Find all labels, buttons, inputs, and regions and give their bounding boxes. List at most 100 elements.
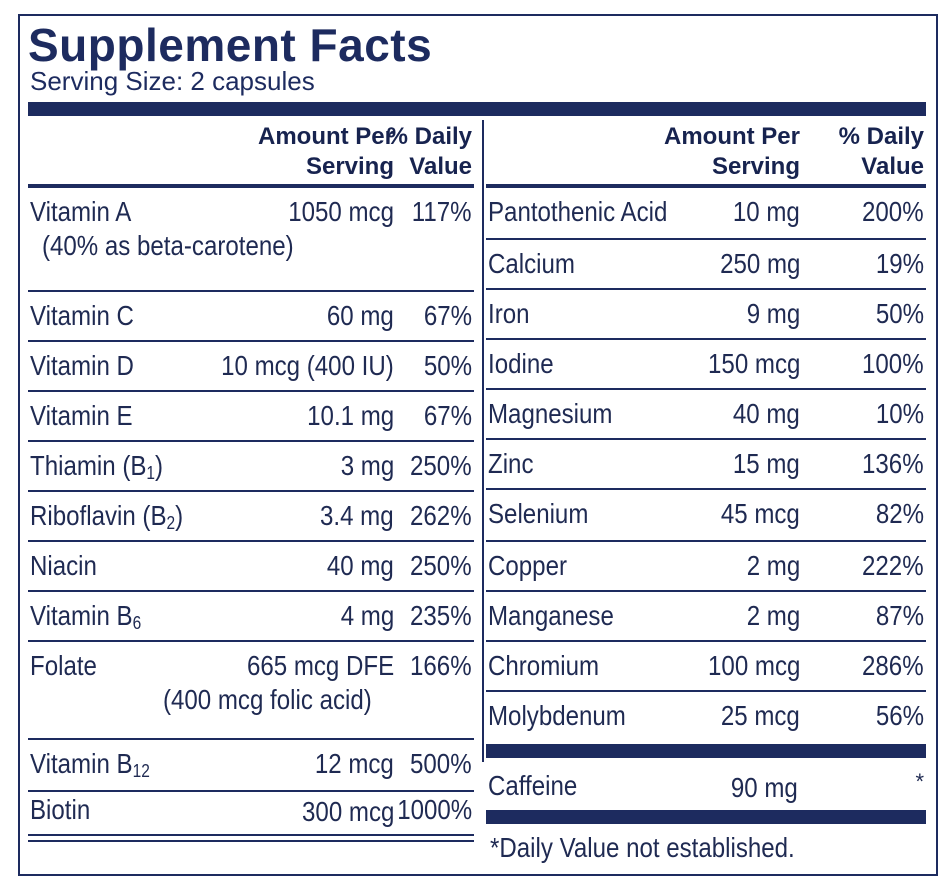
nutrient-note: (400 mcg folic acid): [163, 684, 372, 715]
table-row: Magnesium 40 mg 10%: [486, 390, 926, 440]
table-row: Iron 9 mg 50%: [486, 290, 926, 340]
nutrient-amount: 2 mg: [746, 600, 800, 631]
nutrient-amount: 45 mcg: [721, 498, 800, 529]
caffeine-name: Caffeine: [488, 770, 578, 801]
table-row: Thiamin (B1) 3 mg 250%: [28, 442, 474, 492]
nutrient-amount: 300 mcg: [301, 796, 394, 827]
dv-header-line2: Value: [409, 153, 472, 180]
nutrient-name: Vitamin D: [30, 350, 134, 381]
nutrient-daily-value: 87%: [875, 600, 924, 631]
caffeine-bottom-bar: [486, 810, 926, 824]
nutrient-name: Selenium: [488, 498, 589, 529]
nutrient-name: Niacin: [30, 550, 97, 581]
nutrient-name: Calcium: [488, 248, 575, 279]
nutrient-amount: 2 mg: [746, 550, 800, 581]
nutrient-daily-value: 100%: [862, 348, 924, 379]
table-row: Vitamin B12 12 mcg 500%: [28, 740, 474, 792]
nutrient-name: Biotin: [30, 794, 91, 825]
nutrient-daily-value: 500%: [410, 748, 472, 779]
nutrient-daily-value: 67%: [423, 300, 472, 331]
table-row: Iodine 150 mcg 100%: [486, 340, 926, 390]
nutrient-name: Vitamin C: [30, 300, 134, 331]
nutrient-name: Zinc: [488, 448, 534, 479]
dv-header-line1: % Daily: [386, 123, 472, 150]
left-column-header: Amount Per Serving % Daily Value: [28, 120, 474, 188]
table-row: Selenium 45 mcg 82%: [486, 490, 926, 542]
nutrient-daily-value: 250%: [410, 550, 472, 581]
nutrient-name: Vitamin E: [30, 400, 133, 431]
amount-header-line1: Amount Per: [257, 123, 394, 150]
nutrient-daily-value: 10%: [875, 398, 924, 429]
serving-size: Serving Size: 2 capsules: [30, 66, 315, 96]
nutrient-name: Chromium: [488, 650, 600, 681]
amount-header-line2: Serving: [305, 153, 394, 180]
nutrient-name: Vitamin B12: [30, 748, 150, 781]
table-row: Pantothenic Acid 10 mg 200%: [486, 188, 926, 240]
table-row: Riboflavin (B2) 3.4 mg 262%: [28, 492, 474, 542]
nutrient-name: Folate: [30, 650, 97, 681]
nutrient-name: Riboflavin (B2): [30, 500, 184, 533]
nutrient-daily-value: 262%: [410, 500, 472, 531]
caffeine-top-bar: [486, 744, 926, 758]
nutrient-daily-value: 286%: [862, 650, 924, 681]
nutrient-amount: 40 mg: [733, 398, 800, 429]
nutrient-amount: 10.1 mg: [306, 400, 394, 431]
nutrient-amount: 150 mcg: [707, 348, 800, 379]
nutrient-amount: 4 mg: [340, 600, 394, 631]
nutrient-name: Copper: [488, 550, 567, 581]
nutrient-daily-value: 67%: [423, 400, 472, 431]
nutrient-daily-value: 82%: [875, 498, 924, 529]
table-row: Biotin 300 mcg 1000%: [28, 792, 474, 842]
nutrient-daily-value: 56%: [875, 700, 924, 731]
nutrient-amount: 100 mcg: [707, 650, 800, 681]
left-bottom-line: [28, 834, 474, 836]
right-column-header: Amount Per Serving % Daily Value: [486, 120, 926, 188]
table-row: Vitamin C 60 mg 67%: [28, 292, 474, 342]
nutrient-daily-value: 166%: [410, 650, 472, 681]
nutrient-daily-value: 235%: [410, 600, 472, 631]
nutrient-amount: 12 mcg: [315, 748, 394, 779]
dv-header-line2: Value: [861, 153, 924, 180]
table-row: Copper 2 mg 222%: [486, 542, 926, 592]
nutrient-amount: 9 mg: [746, 298, 800, 329]
nutrient-name: Pantothenic Acid: [488, 196, 668, 227]
table-row: Molybdenum 25 mcg 56%: [486, 692, 926, 742]
nutrient-name: Magnesium: [488, 398, 613, 429]
top-divider-bar: [28, 102, 926, 116]
amount-per-serving-header-right: Amount Per Serving: [664, 122, 800, 182]
nutrient-amount: 60 mg: [327, 300, 394, 331]
nutrient-name: Vitamin A: [30, 196, 132, 227]
table-row: Vitamin D 10 mcg (400 IU) 50%: [28, 342, 474, 392]
supplement-facts-panel: Supplement Facts Serving Size: 2 capsule…: [18, 14, 938, 876]
nutrient-amount: 1050 mcg: [288, 196, 394, 227]
nutrient-daily-value: 50%: [423, 350, 472, 381]
daily-value-header: % Daily Value: [387, 122, 472, 182]
nutrient-amount: 3 mg: [340, 450, 394, 481]
nutrient-amount: 3.4 mg: [320, 500, 394, 531]
nutrient-name: Thiamin (B1): [30, 450, 164, 483]
right-nutrient-list: Pantothenic Acid 10 mg 200% Calcium 250 …: [486, 188, 926, 742]
nutrient-daily-value: 250%: [410, 450, 472, 481]
table-row: Manganese 2 mg 87%: [486, 592, 926, 642]
nutrient-amount: 15 mg: [733, 448, 800, 479]
nutrient-amount: 10 mcg (400 IU): [221, 350, 394, 381]
nutrient-amount: 250 mg: [719, 248, 800, 279]
caffeine-amount: 90 mg: [731, 772, 798, 803]
nutrient-note: (40% as beta-carotene): [42, 230, 294, 261]
caffeine-daily-value: *: [915, 769, 924, 794]
page-title: Supplement Facts: [28, 19, 433, 71]
dv-header-line1: % Daily: [838, 123, 924, 150]
nutrient-daily-value: 117%: [412, 196, 472, 227]
table-row: Folate 665 mcg DFE 166% (400 mcg folic a…: [28, 642, 474, 740]
nutrient-daily-value: 19%: [875, 248, 924, 279]
nutrient-daily-value: 200%: [862, 196, 924, 227]
table-row: Calcium 250 mg 19%: [486, 240, 926, 290]
amount-header-line1: Amount Per: [663, 123, 800, 150]
table-row: Vitamin A 1050 mcg 117% (40% as beta-car…: [28, 188, 474, 292]
table-row: Zinc 15 mg 136%: [486, 440, 926, 490]
nutrient-name: Molybdenum: [488, 700, 626, 731]
amount-per-serving-header: Amount Per Serving: [258, 122, 394, 182]
table-row: Vitamin B6 4 mg 235%: [28, 592, 474, 642]
nutrient-amount: 40 mg: [327, 550, 394, 581]
footnote: *Daily Value not established.: [490, 832, 795, 863]
